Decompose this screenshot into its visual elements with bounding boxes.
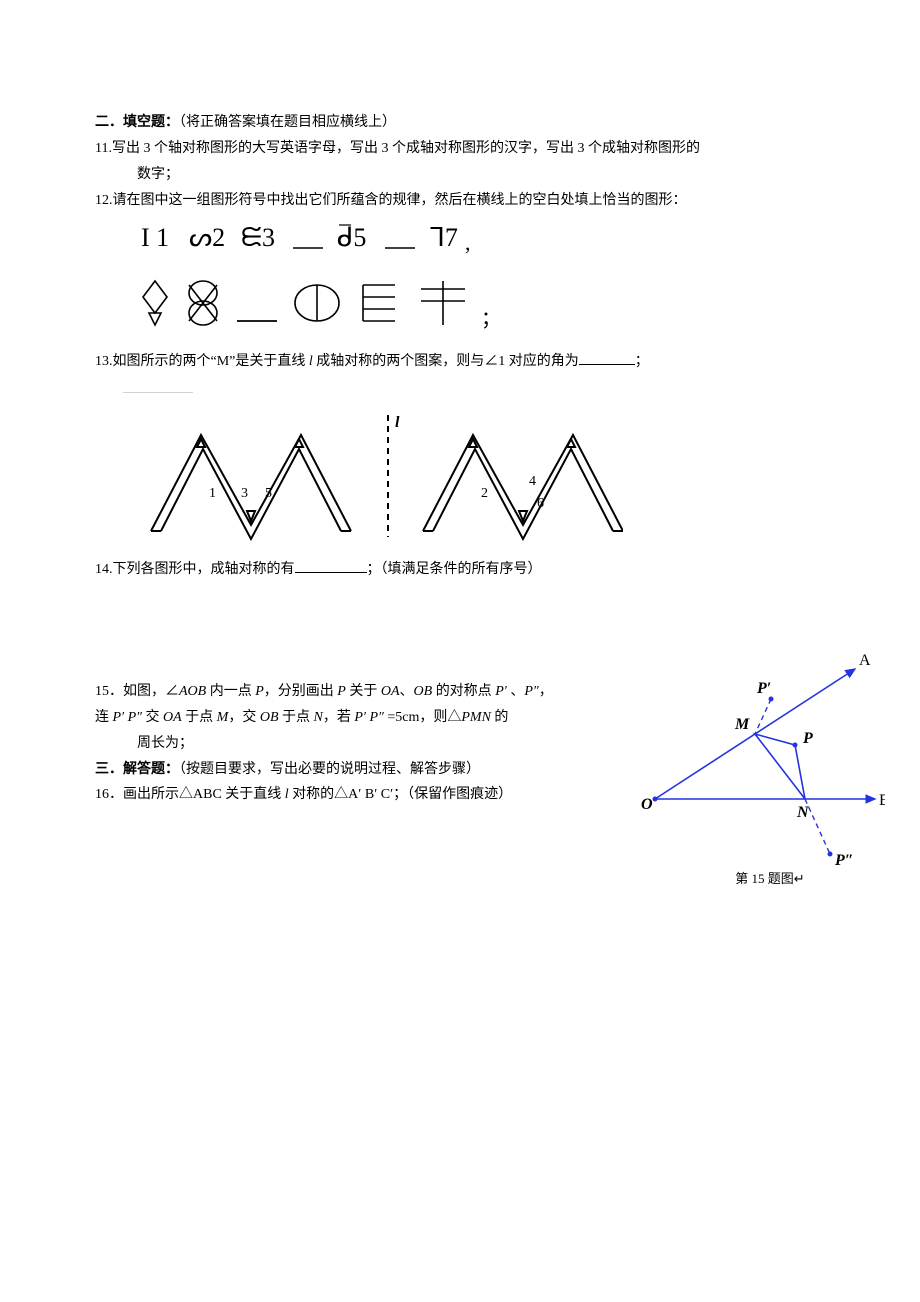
q11: 11.写出 3 个轴对称图形的大写英语字母，写出 3 个成轴对称图形的汉字，写出… [95, 136, 825, 162]
q16-num: 16． [95, 787, 123, 802]
page: 二．填空题：（将正确答案填在题目相应横线上） 11.写出 3 个轴对称图形的大写… [0, 0, 920, 848]
svg-text:ᙓ3: ᙓ3 [241, 223, 275, 252]
q15-lbl-Pprime: P′ [756, 680, 771, 697]
section-3-rest: （按题目要求，写出必要的说明过程、解答步骤） [179, 762, 480, 777]
q15-lbl-O: O [641, 796, 653, 813]
q15-line1: 15．如图，∠AOB 内一点 P，分别画出 P 关于 OA、OB 的对称点 P′… [95, 679, 615, 705]
q15-lbl-N: N [796, 804, 810, 821]
svg-text:ᒣ7: ᒣ7 [429, 223, 458, 252]
svg-text:ᔕ2: ᔕ2 [189, 223, 225, 252]
q12-row2: ； [137, 275, 825, 345]
svg-text:,: , [465, 230, 471, 255]
q11-text: 写出 3 个轴对称图形的大写英语字母，写出 3 个成轴对称图形的汉字，写出 3 … [112, 141, 700, 156]
svg-text:I 1: I 1 [141, 223, 169, 252]
section-3-label: 三．解答题： [95, 762, 179, 777]
q15-line3: 周长为； [95, 731, 615, 757]
section-2-label: 二．填空题： [95, 115, 179, 130]
q14-b: ；（填满足条件的所有序号） [367, 562, 542, 577]
q14-a: 下列各图形中，成轴对称的有 [113, 562, 295, 577]
q13: 13.如图所示的两个“M”是关于直线 l 成轴对称的两个图案，则与∠1 对应的角… [95, 349, 825, 375]
q15-lbl-M: M [734, 716, 750, 733]
q15-lbl-P: P [802, 730, 813, 747]
q14: 14.下列各图形中，成轴对称的有 ；（填满足条件的所有序号） [95, 557, 825, 583]
q13-blank [579, 350, 635, 365]
q16-b: 对称的△A′ B′ C′；（保留作图痕迹） [289, 787, 512, 802]
section-2-rest: （将正确答案填在题目相应横线上） [179, 115, 396, 130]
q12-text: 请在图中这一组图形符号中找出它们所蕴含的规律，然后在横线上的空白处填上恰当的图形… [113, 193, 687, 208]
q14-blank [295, 558, 367, 573]
q12-row1-svg: I 1 ᔕ2 ᙓ3 ᑯ5 ᒣ7 , [137, 218, 497, 258]
q12-row1: I 1 ᔕ2 ᙓ3 ᑯ5 ᒣ7 , [137, 218, 825, 268]
q16-a: 画出所示△ABC 关于直线 [123, 787, 285, 802]
q12: 12.请在图中这一组图形符号中找出它们所蕴含的规律，然后在横线上的空白处填上恰当… [95, 188, 825, 214]
q13-lbl-4: 4 [529, 474, 536, 489]
q15-text: 15．如图，∠AOB 内一点 P，分别画出 P 关于 OA、OB 的对称点 P′… [95, 679, 615, 757]
q13-label-l: l [395, 414, 400, 431]
q13-lbl-6: 6 [537, 496, 544, 511]
q11-cont: 数字； [95, 162, 825, 188]
q13-gray-underline [95, 377, 825, 403]
svg-text:ᑯ5: ᑯ5 [337, 223, 366, 252]
q12-num: 12. [95, 193, 113, 208]
section-2-heading: 二．填空题：（将正确答案填在题目相应横线上） [95, 110, 825, 136]
q13-lbl-3: 3 [241, 486, 248, 501]
q15-block: 15．如图，∠AOB 内一点 P，分别画出 P 关于 OA、OB 的对称点 P′… [95, 679, 825, 757]
q12-row2-svg: ； [137, 275, 517, 335]
q15-svg: A B O M N P P′ P″ [635, 649, 885, 889]
q13-lbl-1: 1 [209, 486, 216, 501]
q13-right-m [423, 435, 623, 539]
q15-lbl-Pdprime: P″ [834, 852, 854, 869]
q13-b: 成轴对称的两个图案，则与∠1 对应的角为 [313, 354, 579, 369]
q15-lbl-A: A [859, 652, 871, 669]
q13-svg: l 1 3 5 [123, 411, 623, 541]
q15-num: 15． [95, 684, 123, 699]
q15-figure: A B O M N P P′ P″ 第 15 题图↵ [635, 649, 885, 891]
q13-lbl-2: 2 [481, 486, 488, 501]
q13-lbl-5: 5 [265, 486, 272, 501]
q15-line2: 连 P′ P″ 交 OA 于点 M，交 OB 于点 N，若 P′ P″ =5cm… [95, 705, 615, 731]
q13-a: 如图所示的两个“M”是关于直线 [113, 354, 309, 369]
q11-num: 11. [95, 141, 112, 156]
q13-figure: l 1 3 5 [123, 411, 825, 551]
q15-lbl-B: B [879, 792, 885, 809]
q13-num: 13. [95, 354, 113, 369]
q13-left-m [151, 435, 351, 539]
q13-tail: ； [635, 354, 649, 369]
q14-num: 14. [95, 562, 113, 577]
svg-text:；: ； [481, 308, 501, 330]
